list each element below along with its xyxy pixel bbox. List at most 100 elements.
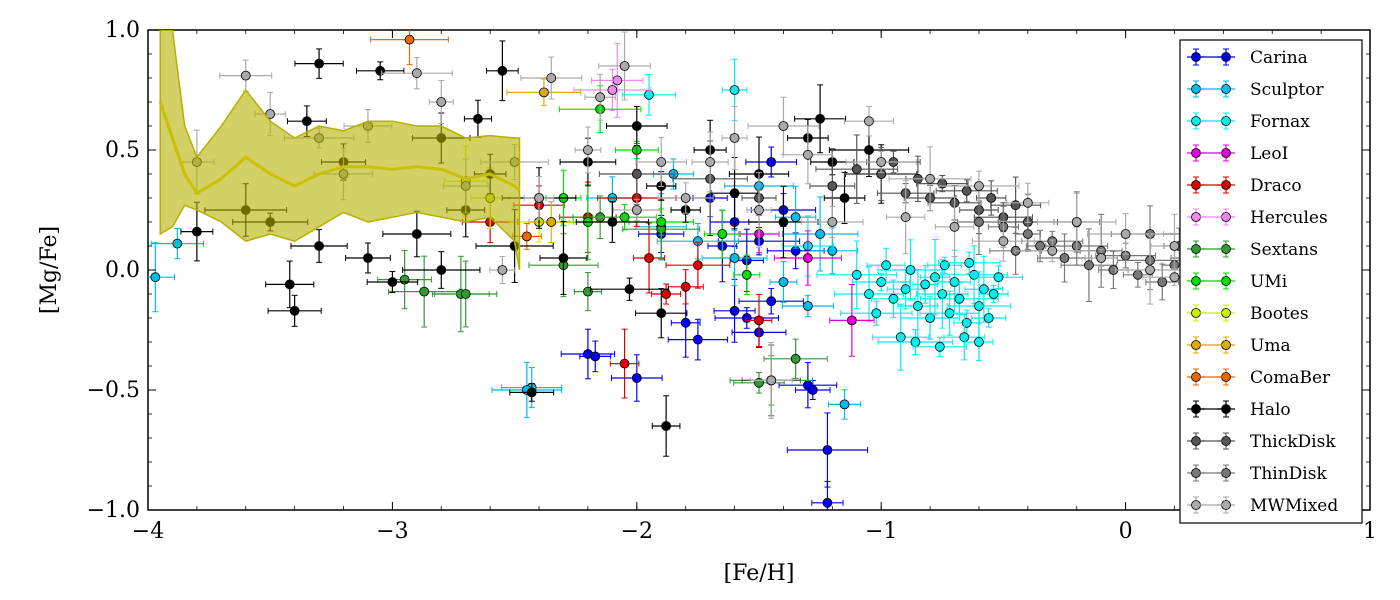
data-point — [574, 126, 602, 174]
data-point — [592, 204, 657, 231]
data-point — [801, 206, 864, 238]
data-point — [713, 278, 756, 343]
data-point — [815, 134, 899, 204]
data-point — [763, 338, 828, 380]
legend-label: Draco — [1250, 176, 1302, 196]
data-point — [834, 266, 904, 322]
data-point — [1025, 229, 1055, 263]
x-tick-label: 1 — [1363, 519, 1377, 544]
data-point — [345, 242, 391, 274]
data-point — [912, 265, 938, 304]
confidence-band — [158, 30, 521, 271]
data-point — [781, 294, 834, 318]
band-area — [159, 30, 521, 271]
data-point — [377, 250, 433, 310]
data-point — [579, 340, 612, 373]
data-point — [919, 238, 951, 316]
series-fornax — [622, 58, 1024, 371]
data-point — [871, 279, 916, 319]
legend-entry-bootes: Bootes — [1187, 304, 1309, 324]
data-point — [1084, 249, 1118, 267]
legend-label: Halo — [1250, 400, 1291, 420]
data-points — [148, 30, 1207, 510]
data-point — [573, 69, 652, 111]
data-point — [267, 294, 322, 327]
data-point — [370, 30, 449, 66]
data-point — [150, 228, 204, 260]
data-point — [366, 270, 419, 294]
legend-entry-draco: Draco — [1187, 176, 1302, 196]
data-point — [265, 260, 315, 309]
data-point — [938, 170, 1020, 202]
legend-entry-comaber: ComaBer — [1187, 368, 1331, 388]
data-point — [622, 73, 676, 116]
data-point — [598, 142, 675, 206]
data-point — [635, 288, 688, 339]
data-point — [520, 56, 583, 100]
data-point — [845, 150, 917, 174]
data-point — [1037, 192, 1117, 252]
data-point — [489, 256, 516, 284]
data-point — [935, 179, 998, 203]
data-point — [611, 354, 663, 402]
data-point — [745, 146, 798, 178]
data-point — [840, 300, 913, 326]
data-point — [885, 180, 926, 255]
legend-label: ThinDisk — [1250, 464, 1327, 484]
data-point — [701, 230, 768, 286]
data-point — [888, 146, 972, 212]
legend-entry-halo: Halo — [1187, 400, 1291, 420]
data-point — [1087, 213, 1165, 255]
y-tick-label: −1.0 — [87, 498, 140, 523]
data-point — [388, 255, 461, 328]
data-point — [605, 105, 668, 147]
data-point — [938, 249, 971, 315]
data-point — [1115, 235, 1185, 305]
series-hercules — [573, 42, 652, 118]
data-point — [738, 287, 804, 315]
x-tick-label: −1 — [865, 519, 897, 544]
x-tick-label: −2 — [621, 519, 653, 544]
data-point — [823, 171, 866, 225]
legend-entry-sculptor: Sculptor — [1187, 80, 1325, 100]
legend-label: Uma — [1250, 336, 1291, 356]
data-point — [294, 48, 344, 79]
data-point — [733, 254, 761, 295]
legend-entry-leoi: LeoI — [1187, 144, 1288, 164]
data-point — [148, 242, 175, 313]
data-point — [937, 251, 1001, 274]
legend-entry-umi: UMi — [1187, 272, 1288, 292]
legend-label: Carina — [1250, 48, 1308, 68]
data-point — [506, 78, 582, 107]
data-point — [219, 59, 273, 92]
data-point — [402, 251, 481, 289]
x-tick-label: 0 — [1119, 519, 1133, 544]
legend-entry-carina: Carina — [1187, 48, 1308, 68]
legend: Carina Sculptor Fornax LeoI Draco Hercules Sex… — [1179, 39, 1363, 524]
data-point — [589, 277, 669, 301]
data-point — [584, 73, 616, 121]
axis-ticks: −4 −3 −2 −1 0 1 −1.0 −0.5 0.0 0.5 1.0 — [87, 18, 1377, 544]
data-point — [1014, 239, 1091, 263]
data-point — [434, 260, 498, 328]
legend-entry-thickdisk: ThickDisk — [1187, 432, 1336, 452]
data-point — [1122, 261, 1153, 288]
legend-label: ThickDisk — [1250, 432, 1336, 452]
x-axis-label: [Fe/H] — [724, 561, 795, 586]
data-point — [794, 379, 831, 401]
data-point — [721, 105, 748, 171]
legend-label: ComaBer — [1250, 368, 1331, 388]
data-point — [463, 99, 492, 138]
legend-entry-hercules: Hercules — [1187, 208, 1328, 228]
legend-label: Fornax — [1250, 112, 1310, 132]
data-point — [782, 125, 834, 185]
data-point — [609, 328, 640, 399]
data-point — [703, 209, 741, 259]
data-point — [382, 210, 452, 258]
data-point — [1006, 182, 1050, 223]
data-point — [486, 40, 519, 102]
legend-label: MWMixed — [1250, 496, 1338, 516]
data-point — [769, 261, 798, 303]
data-point — [691, 131, 729, 193]
